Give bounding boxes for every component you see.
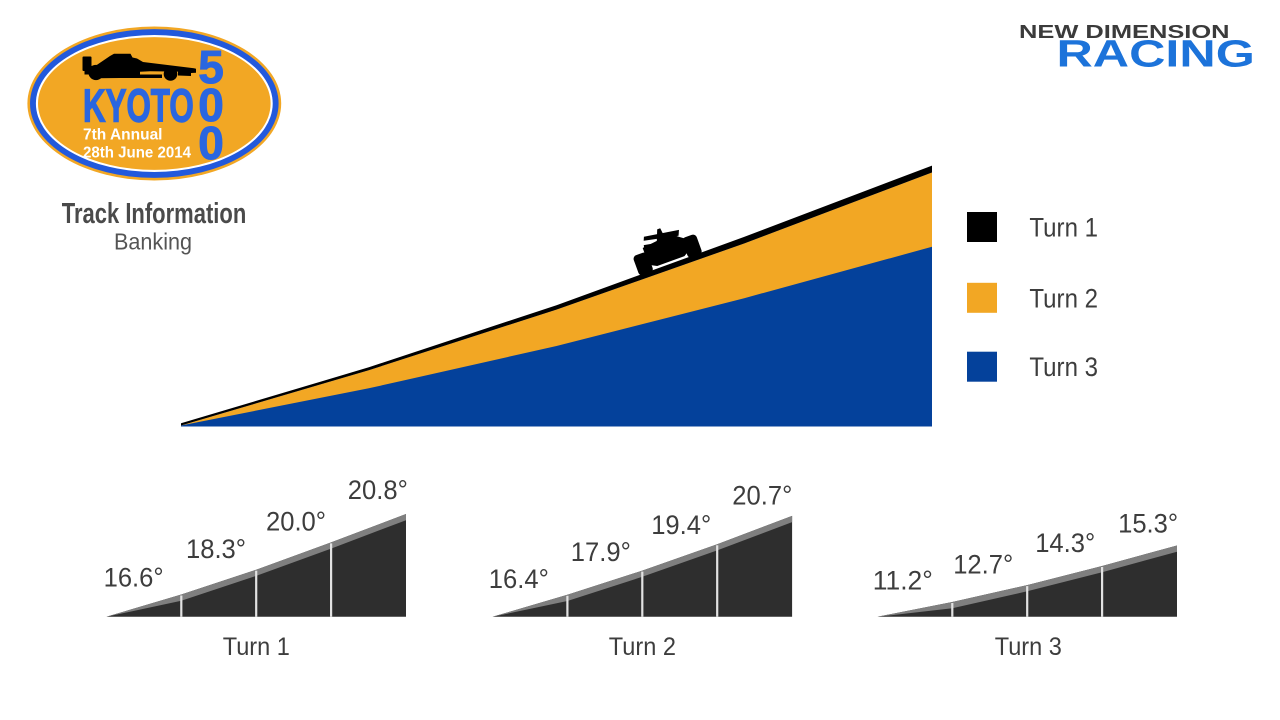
svg-text:Turn 2: Turn 2	[609, 633, 676, 661]
svg-text:16.6°: 16.6°	[104, 562, 164, 593]
svg-text:14.3°: 14.3°	[1035, 527, 1095, 558]
svg-text:18.3°: 18.3°	[186, 533, 246, 564]
svg-text:Turn 1: Turn 1	[1029, 213, 1098, 243]
svg-text:Turn 3: Turn 3	[995, 633, 1062, 661]
svg-text:19.4°: 19.4°	[651, 509, 711, 540]
svg-text:RACING: RACING	[1057, 34, 1255, 76]
svg-text:17.9°: 17.9°	[571, 536, 631, 567]
svg-text:15.3°: 15.3°	[1118, 508, 1178, 539]
svg-text:16.4°: 16.4°	[489, 563, 549, 594]
svg-text:Track Information: Track Information	[62, 198, 247, 230]
svg-text:28th June 2014: 28th June 2014	[83, 145, 191, 162]
svg-text:Turn 3: Turn 3	[1029, 352, 1098, 382]
svg-text:20.8°: 20.8°	[348, 474, 408, 505]
svg-text:Banking: Banking	[114, 229, 192, 255]
svg-text:0: 0	[198, 117, 224, 169]
svg-text:20.0°: 20.0°	[266, 506, 326, 537]
svg-text:5: 5	[198, 41, 224, 93]
svg-text:20.7°: 20.7°	[732, 480, 792, 511]
svg-text:Turn 2: Turn 2	[1029, 283, 1098, 313]
svg-text:7th Annual: 7th Annual	[83, 127, 163, 144]
svg-text:KYOTO: KYOTO	[83, 79, 194, 131]
svg-text:11.2°: 11.2°	[873, 565, 933, 596]
svg-text:0: 0	[198, 79, 224, 131]
svg-text:NEW DIMENSION: NEW DIMENSION	[1019, 21, 1230, 42]
svg-text:12.7°: 12.7°	[953, 549, 1013, 580]
svg-text:Turn 1: Turn 1	[223, 633, 290, 661]
